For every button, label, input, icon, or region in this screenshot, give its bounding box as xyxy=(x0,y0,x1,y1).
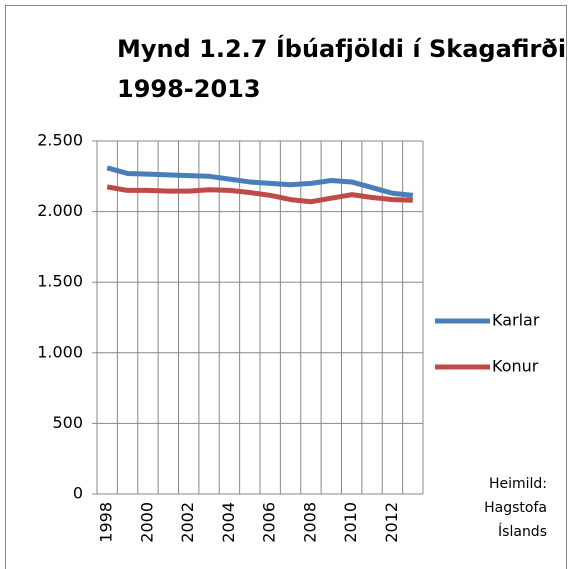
line-series xyxy=(106,184,413,205)
annotation: Heimild: xyxy=(489,476,547,492)
x-tick-label: 2000 xyxy=(137,502,156,543)
chart-frame xyxy=(5,5,567,569)
x-tick-label: 2010 xyxy=(341,502,360,543)
legend-label: Karlar xyxy=(492,311,540,330)
annotation: Íslands xyxy=(498,523,547,540)
line-series xyxy=(106,165,414,198)
x-tick-label: 1998 xyxy=(97,502,116,543)
y-tick-label: 1.000 xyxy=(37,342,83,361)
x-tick-label: 2008 xyxy=(300,502,319,543)
x-tick-label: 2002 xyxy=(178,502,197,543)
annotation: Hagstofa xyxy=(484,500,547,516)
y-tick-label: 2.000 xyxy=(37,201,83,220)
x-tick-label: 2012 xyxy=(382,502,401,543)
y-tick-label: 500 xyxy=(52,413,83,432)
x-tick-label: 2006 xyxy=(260,502,279,543)
chart-title: 1998-2013 xyxy=(117,75,261,103)
y-tick-label: 0 xyxy=(73,484,83,503)
y-tick-label: 1.500 xyxy=(37,272,83,291)
legend-label: Konur xyxy=(492,357,539,376)
y-tick-label: 2.500 xyxy=(37,131,83,150)
chart-title: Mynd 1.2.7 Íbúafjöldi í Skagafirði xyxy=(117,34,566,63)
x-tick-label: 2004 xyxy=(219,502,238,543)
